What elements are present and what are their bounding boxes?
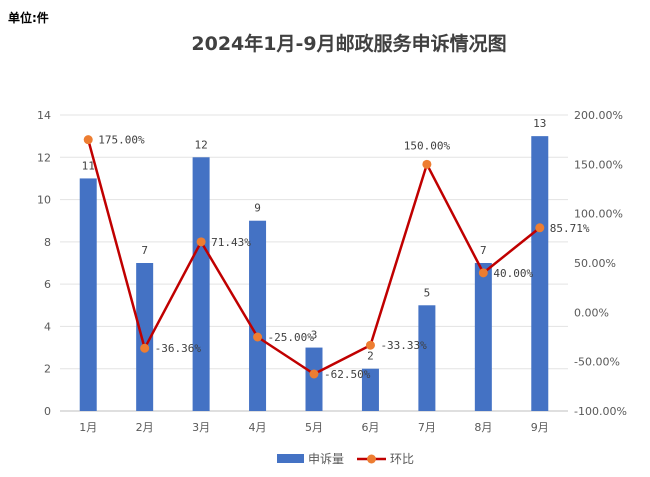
x-tick-label: 1月: [79, 421, 97, 434]
line-point: [365, 340, 375, 350]
y-left-tick-label: 0: [44, 405, 51, 418]
bar: [305, 347, 323, 411]
y-right-tick-label: 50.00%: [574, 257, 616, 270]
x-tick-label: 7月: [418, 421, 436, 434]
bar-data-label: 12: [194, 138, 207, 151]
line-point: [478, 268, 488, 278]
bar-data-label: 7: [480, 244, 487, 257]
line-point: [140, 343, 150, 353]
bar-data-label: 9: [254, 202, 261, 215]
line-point: [83, 135, 93, 145]
x-tick-label: 5月: [305, 421, 323, 434]
x-tick-label: 2月: [136, 421, 154, 434]
y-right-tick-label: 0.00%: [574, 306, 609, 319]
bar-data-label: 5: [424, 286, 431, 299]
x-axis: 1月 2月 3月 4月 5月 6月 7月 8月 9月: [79, 421, 549, 434]
y-left-tick-label: 2: [44, 363, 51, 376]
right-axis: -100.00% -50.00% 0.00% 50.00% 100.00% 150.00%…: [574, 109, 627, 418]
bar-series: 11 7 12 9 3 2 5 7 13: [79, 117, 549, 411]
y-right-tick-label: -50.00%: [574, 356, 620, 369]
y-right-tick-label: -100.00%: [574, 405, 627, 418]
bar: [136, 263, 154, 411]
legend-label-bar: 申诉量: [308, 452, 344, 466]
unit-label: 单位:件: [8, 10, 49, 25]
y-left-tick-label: 14: [37, 109, 51, 122]
line-data-label: 85.71%: [550, 222, 590, 235]
bar: [192, 157, 210, 411]
line-point: [309, 369, 319, 379]
y-left-tick-label: 12: [37, 151, 51, 164]
left-axis: 0 2 4 6 8 10 12 14: [37, 109, 51, 418]
y-left-tick-label: 6: [44, 278, 51, 291]
bar-data-label: 3: [311, 329, 318, 342]
y-left-tick-label: 4: [44, 320, 51, 333]
y-right-tick-label: 100.00%: [574, 208, 623, 221]
line-point: [422, 159, 432, 169]
line-point: [196, 237, 206, 247]
bar: [531, 136, 549, 411]
legend-swatch-bar: [277, 454, 304, 463]
bar: [418, 305, 436, 411]
bar-data-label: 7: [141, 244, 148, 257]
y-right-tick-label: 200.00%: [574, 109, 623, 122]
line-data-label: 150.00%: [404, 139, 451, 152]
legend: 申诉量 环比: [277, 452, 414, 466]
legend-label-line: 环比: [390, 452, 414, 466]
chart-title: 2024年1月-9月邮政服务申诉情况图: [191, 32, 506, 55]
line-data-label: -33.33%: [380, 339, 427, 352]
bar: [474, 263, 492, 411]
line-data-label: 71.43%: [211, 236, 251, 249]
x-tick-label: 3月: [192, 421, 210, 434]
line-data-label: -36.36%: [155, 342, 202, 355]
bar-data-label: 11: [82, 159, 95, 172]
line-series: 175.00% -36.36% 71.43% -25.00% -62.50% -33.33…: [83, 134, 590, 381]
y-left-tick-label: 8: [44, 236, 51, 249]
bar: [361, 368, 379, 411]
line-data-label: 40.00%: [493, 267, 533, 280]
bar: [79, 178, 97, 411]
bar: [249, 220, 267, 411]
line-data-label: -62.50%: [324, 368, 371, 381]
line-data-label: -25.00%: [268, 331, 315, 344]
x-tick-label: 8月: [474, 421, 492, 434]
line-point: [535, 223, 545, 233]
y-right-tick-label: 150.00%: [574, 158, 623, 171]
x-tick-label: 9月: [531, 421, 549, 434]
y-left-tick-label: 10: [37, 194, 51, 207]
line-point: [253, 332, 263, 342]
bar-data-label: 13: [533, 117, 546, 130]
legend-marker-line: [367, 454, 376, 464]
line-data-label: 175.00%: [98, 134, 145, 147]
x-tick-label: 4月: [249, 421, 267, 434]
bar-data-label: 2: [367, 350, 374, 363]
x-tick-label: 6月: [361, 421, 379, 434]
